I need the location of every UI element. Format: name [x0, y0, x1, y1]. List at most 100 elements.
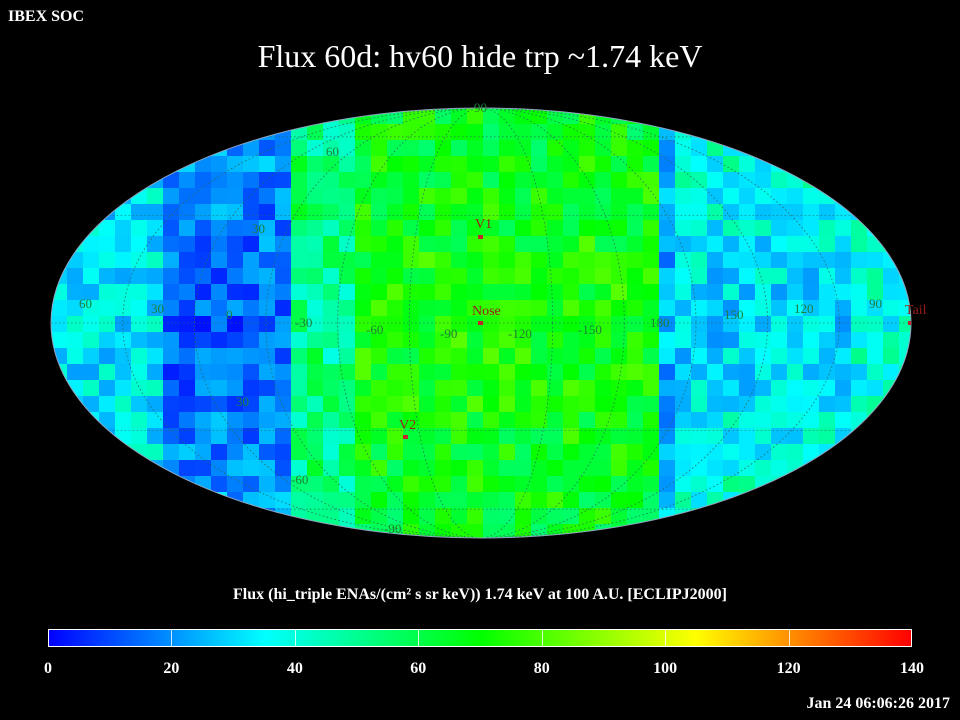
flux-cell: [819, 140, 836, 157]
flux-cell: [227, 316, 244, 333]
flux-cell: [179, 428, 196, 445]
flux-cell: [163, 172, 180, 189]
lat-label-60: 60: [326, 144, 339, 159]
flux-cell: [515, 124, 532, 141]
flux-cell: [323, 380, 340, 397]
flux-cell: [371, 156, 388, 173]
flux-cell: [483, 252, 500, 269]
flux-cell: [99, 268, 116, 285]
flux-cell: [659, 268, 676, 285]
flux-cell: [579, 444, 596, 461]
flux-cell: [323, 316, 340, 333]
flux-cell: [387, 172, 404, 189]
flux-cell: [499, 204, 516, 221]
flux-cell: [243, 476, 260, 493]
flux-cell: [227, 332, 244, 349]
flux-cell: [131, 332, 148, 349]
flux-cell: [83, 220, 100, 237]
flux-cell: [579, 364, 596, 381]
flux-cell: [307, 188, 324, 205]
flux-cell: [259, 236, 276, 253]
flux-cell: [339, 284, 356, 301]
flux-cell: [147, 428, 164, 445]
flux-cell: [419, 364, 436, 381]
flux-cell: [419, 508, 436, 525]
flux-cell: [163, 268, 180, 285]
flux-cell: [435, 268, 452, 285]
flux-cell: [179, 140, 196, 157]
flux-cell: [67, 332, 84, 349]
timestamp: Jan 24 06:06:26 2017: [806, 695, 950, 712]
flux-cell: [627, 444, 644, 461]
flux-cell: [659, 492, 676, 509]
flux-cell: [179, 380, 196, 397]
flux-cell: [451, 236, 468, 253]
flux-cell: [643, 140, 660, 157]
flux-cell: [99, 460, 116, 477]
flux-cell: [227, 460, 244, 477]
flux-cell: [787, 460, 804, 477]
flux-cell: [147, 108, 164, 125]
flux-cell: [467, 140, 484, 157]
flux-cell: [419, 284, 436, 301]
flux-cell: [355, 412, 372, 429]
flux-cell: [163, 348, 180, 365]
flux-cell: [499, 380, 516, 397]
flux-cell: [83, 492, 100, 509]
flux-cell: [547, 204, 564, 221]
flux-cell: [435, 252, 452, 269]
flux-cell: [83, 108, 100, 125]
flux-cell: [707, 428, 724, 445]
flux-cell: [435, 492, 452, 509]
flux-cell: [387, 428, 404, 445]
flux-cell: [227, 364, 244, 381]
flux-cell: [163, 492, 180, 509]
flux-cell: [371, 140, 388, 157]
flux-cell: [787, 332, 804, 349]
flux-cell: [243, 124, 260, 141]
flux-cell: [483, 476, 500, 493]
flux-cell: [179, 364, 196, 381]
flux-cell: [819, 476, 836, 493]
flux-cell: [403, 204, 420, 221]
flux-cell: [467, 428, 484, 445]
flux-cell: [691, 332, 708, 349]
flux-cell: [339, 508, 356, 525]
flux-cell: [195, 332, 212, 349]
flux-cell: [259, 156, 276, 173]
flux-cell: [163, 476, 180, 493]
flux-cell: [851, 476, 868, 493]
flux-cell: [83, 284, 100, 301]
flux-cell: [211, 252, 228, 269]
flux-cell: [387, 268, 404, 285]
flux-cell: [467, 156, 484, 173]
flux-cell: [179, 444, 196, 461]
flux-cell: [467, 220, 484, 237]
flux-cell: [883, 412, 900, 429]
flux-cell: [275, 156, 292, 173]
flux-cell: [659, 412, 676, 429]
flux-cell: [723, 412, 740, 429]
lon-label-neg30: -30: [295, 315, 312, 330]
flux-cell: [355, 268, 372, 285]
flux-cell: [691, 396, 708, 413]
flux-cell: [643, 460, 660, 477]
flux-cell: [83, 236, 100, 253]
flux-cell: [339, 428, 356, 445]
flux-cell: [179, 204, 196, 221]
flux-cell: [387, 188, 404, 205]
flux-cell: [291, 204, 308, 221]
flux-cell: [627, 348, 644, 365]
flux-cell: [627, 428, 644, 445]
flux-cell: [883, 428, 900, 445]
flux-cell: [899, 396, 911, 413]
flux-cell: [739, 188, 756, 205]
flux-cell: [755, 236, 772, 253]
nose-marker: [478, 321, 483, 325]
flux-cell: [691, 220, 708, 237]
sky-map[interactable]: 90 60 30 30 -60 -90 60 30 0 -30 -60 -90 …: [0, 0, 960, 580]
flux-cell: [131, 220, 148, 237]
flux-cell: [899, 364, 911, 381]
flux-cell: [547, 140, 564, 157]
flux-cell: [595, 396, 612, 413]
